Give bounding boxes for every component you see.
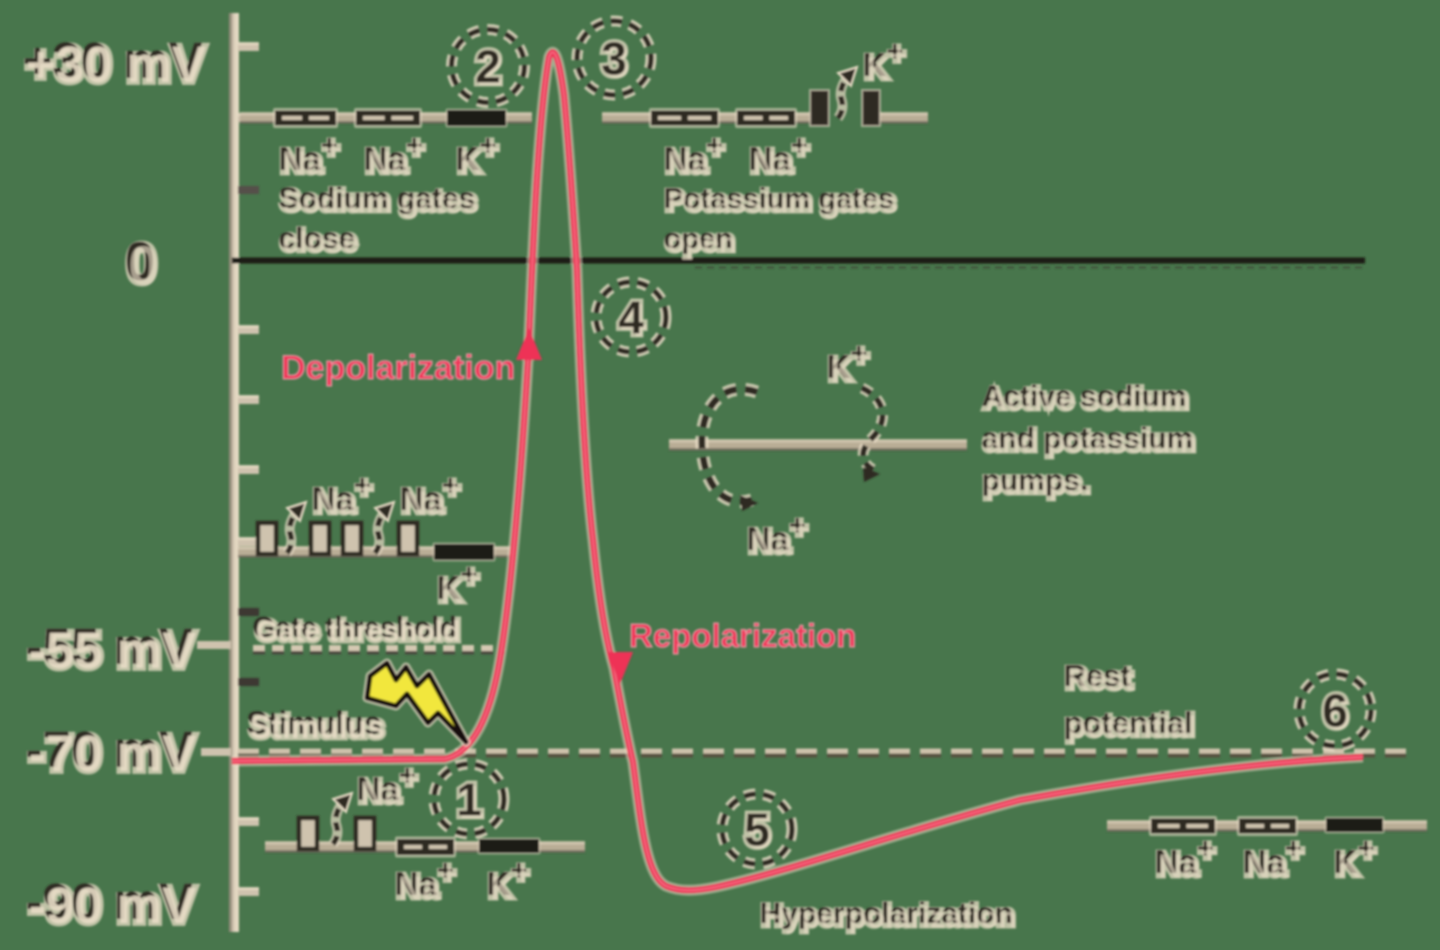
svg-text:1: 1 (456, 774, 482, 826)
svg-text:6: 6 (1323, 685, 1349, 737)
svg-text:Hyperpolarization: Hyperpolarization (762, 900, 1015, 933)
svg-text:-70 mV: -70 mV (29, 725, 196, 782)
svg-text:and potassium: and potassium (986, 427, 1198, 460)
svg-text:Hyperpolarization: Hyperpolarization (760, 897, 1013, 930)
svg-text:3: 3 (602, 33, 628, 85)
svg-text:-55 mV: -55 mV (26, 618, 193, 675)
svg-text:and potassium: and potassium (982, 422, 1194, 455)
svg-text:4: 4 (619, 292, 645, 344)
svg-text:Depolarization: Depolarization (281, 349, 515, 387)
svg-text:Rest: Rest (1066, 661, 1133, 696)
svg-text:1: 1 (457, 774, 483, 826)
svg-text:-55 mV: -55 mV (29, 622, 196, 679)
svg-text:3: 3 (601, 33, 627, 85)
svg-text:Rest: Rest (1064, 658, 1131, 693)
svg-text:2: 2 (475, 41, 501, 93)
svg-text:-90 mV: -90 mV (29, 877, 196, 934)
svg-text:0: 0 (125, 230, 156, 292)
svg-text:Sodium gates: Sodium gates (283, 187, 480, 220)
svg-text:5: 5 (747, 806, 773, 858)
svg-text:Sodium gates: Sodium gates (281, 185, 478, 218)
svg-text:Potassium gates: Potassium gates (664, 183, 894, 215)
svg-text:2: 2 (476, 41, 502, 93)
svg-text:1: 1 (459, 776, 485, 828)
svg-text:K+: K+ (487, 855, 528, 902)
svg-text:4: 4 (618, 292, 644, 344)
svg-text:Gate threshold: Gate threshold (253, 612, 458, 644)
svg-text:and potassium: and potassium (984, 425, 1196, 458)
svg-text:6: 6 (1322, 685, 1348, 737)
svg-text:close: close (283, 227, 360, 260)
svg-text:Hyperpolarization: Hyperpolarization (764, 902, 1017, 935)
svg-text:Gate threshold: Gate threshold (256, 616, 461, 648)
svg-text:-70 mV: -70 mV (29, 725, 196, 782)
svg-text:Gate threshold: Gate threshold (256, 616, 461, 648)
svg-text:pumps.: pumps. (982, 464, 1089, 497)
svg-text:2: 2 (478, 43, 504, 95)
svg-text:potential: potential (1066, 708, 1195, 743)
svg-text:open: open (666, 226, 735, 258)
svg-text:-70 mV: -70 mV (26, 721, 193, 778)
svg-text:3: 3 (604, 35, 630, 87)
svg-text:open: open (664, 223, 733, 255)
svg-text:Rest: Rest (1068, 663, 1135, 698)
svg-text:Repolarization: Repolarization (629, 617, 856, 654)
svg-text:-90 mV: -90 mV (29, 877, 196, 934)
svg-text:+30 mV: +30 mV (26, 36, 206, 93)
svg-text:+30 mV: +30 mV (22, 32, 202, 89)
svg-text:Stimulus: Stimulus (250, 709, 385, 745)
svg-text:Sodium gates: Sodium gates (279, 182, 476, 215)
svg-text:0: 0 (129, 235, 160, 297)
svg-text:+30 mV: +30 mV (25, 36, 205, 93)
svg-text:open: open (668, 228, 737, 260)
svg-text:5: 5 (744, 804, 770, 856)
svg-text:Potassium gates: Potassium gates (666, 186, 896, 218)
svg-text:6: 6 (1325, 687, 1351, 739)
svg-text:potential: potential (1068, 710, 1197, 745)
svg-text:pumps.: pumps. (984, 467, 1091, 500)
svg-text:0: 0 (127, 233, 158, 295)
svg-text:4: 4 (621, 294, 647, 346)
svg-text:close: close (279, 222, 356, 255)
svg-text:pumps.: pumps. (986, 469, 1093, 502)
svg-text:Stimulus: Stimulus (250, 709, 385, 745)
svg-text:-90 mV: -90 mV (26, 873, 193, 930)
svg-text:-55 mV: -55 mV (29, 622, 196, 679)
svg-text:close: close (281, 225, 358, 258)
svg-text:potential: potential (1064, 705, 1193, 740)
svg-text:5: 5 (745, 804, 771, 856)
svg-text:Potassium gates: Potassium gates (668, 188, 898, 220)
svg-text:Active sodium: Active sodium (984, 383, 1189, 416)
svg-text:Active sodium: Active sodium (986, 385, 1191, 418)
svg-text:Active sodium: Active sodium (982, 380, 1187, 413)
svg-text:Stimulus: Stimulus (247, 705, 382, 741)
